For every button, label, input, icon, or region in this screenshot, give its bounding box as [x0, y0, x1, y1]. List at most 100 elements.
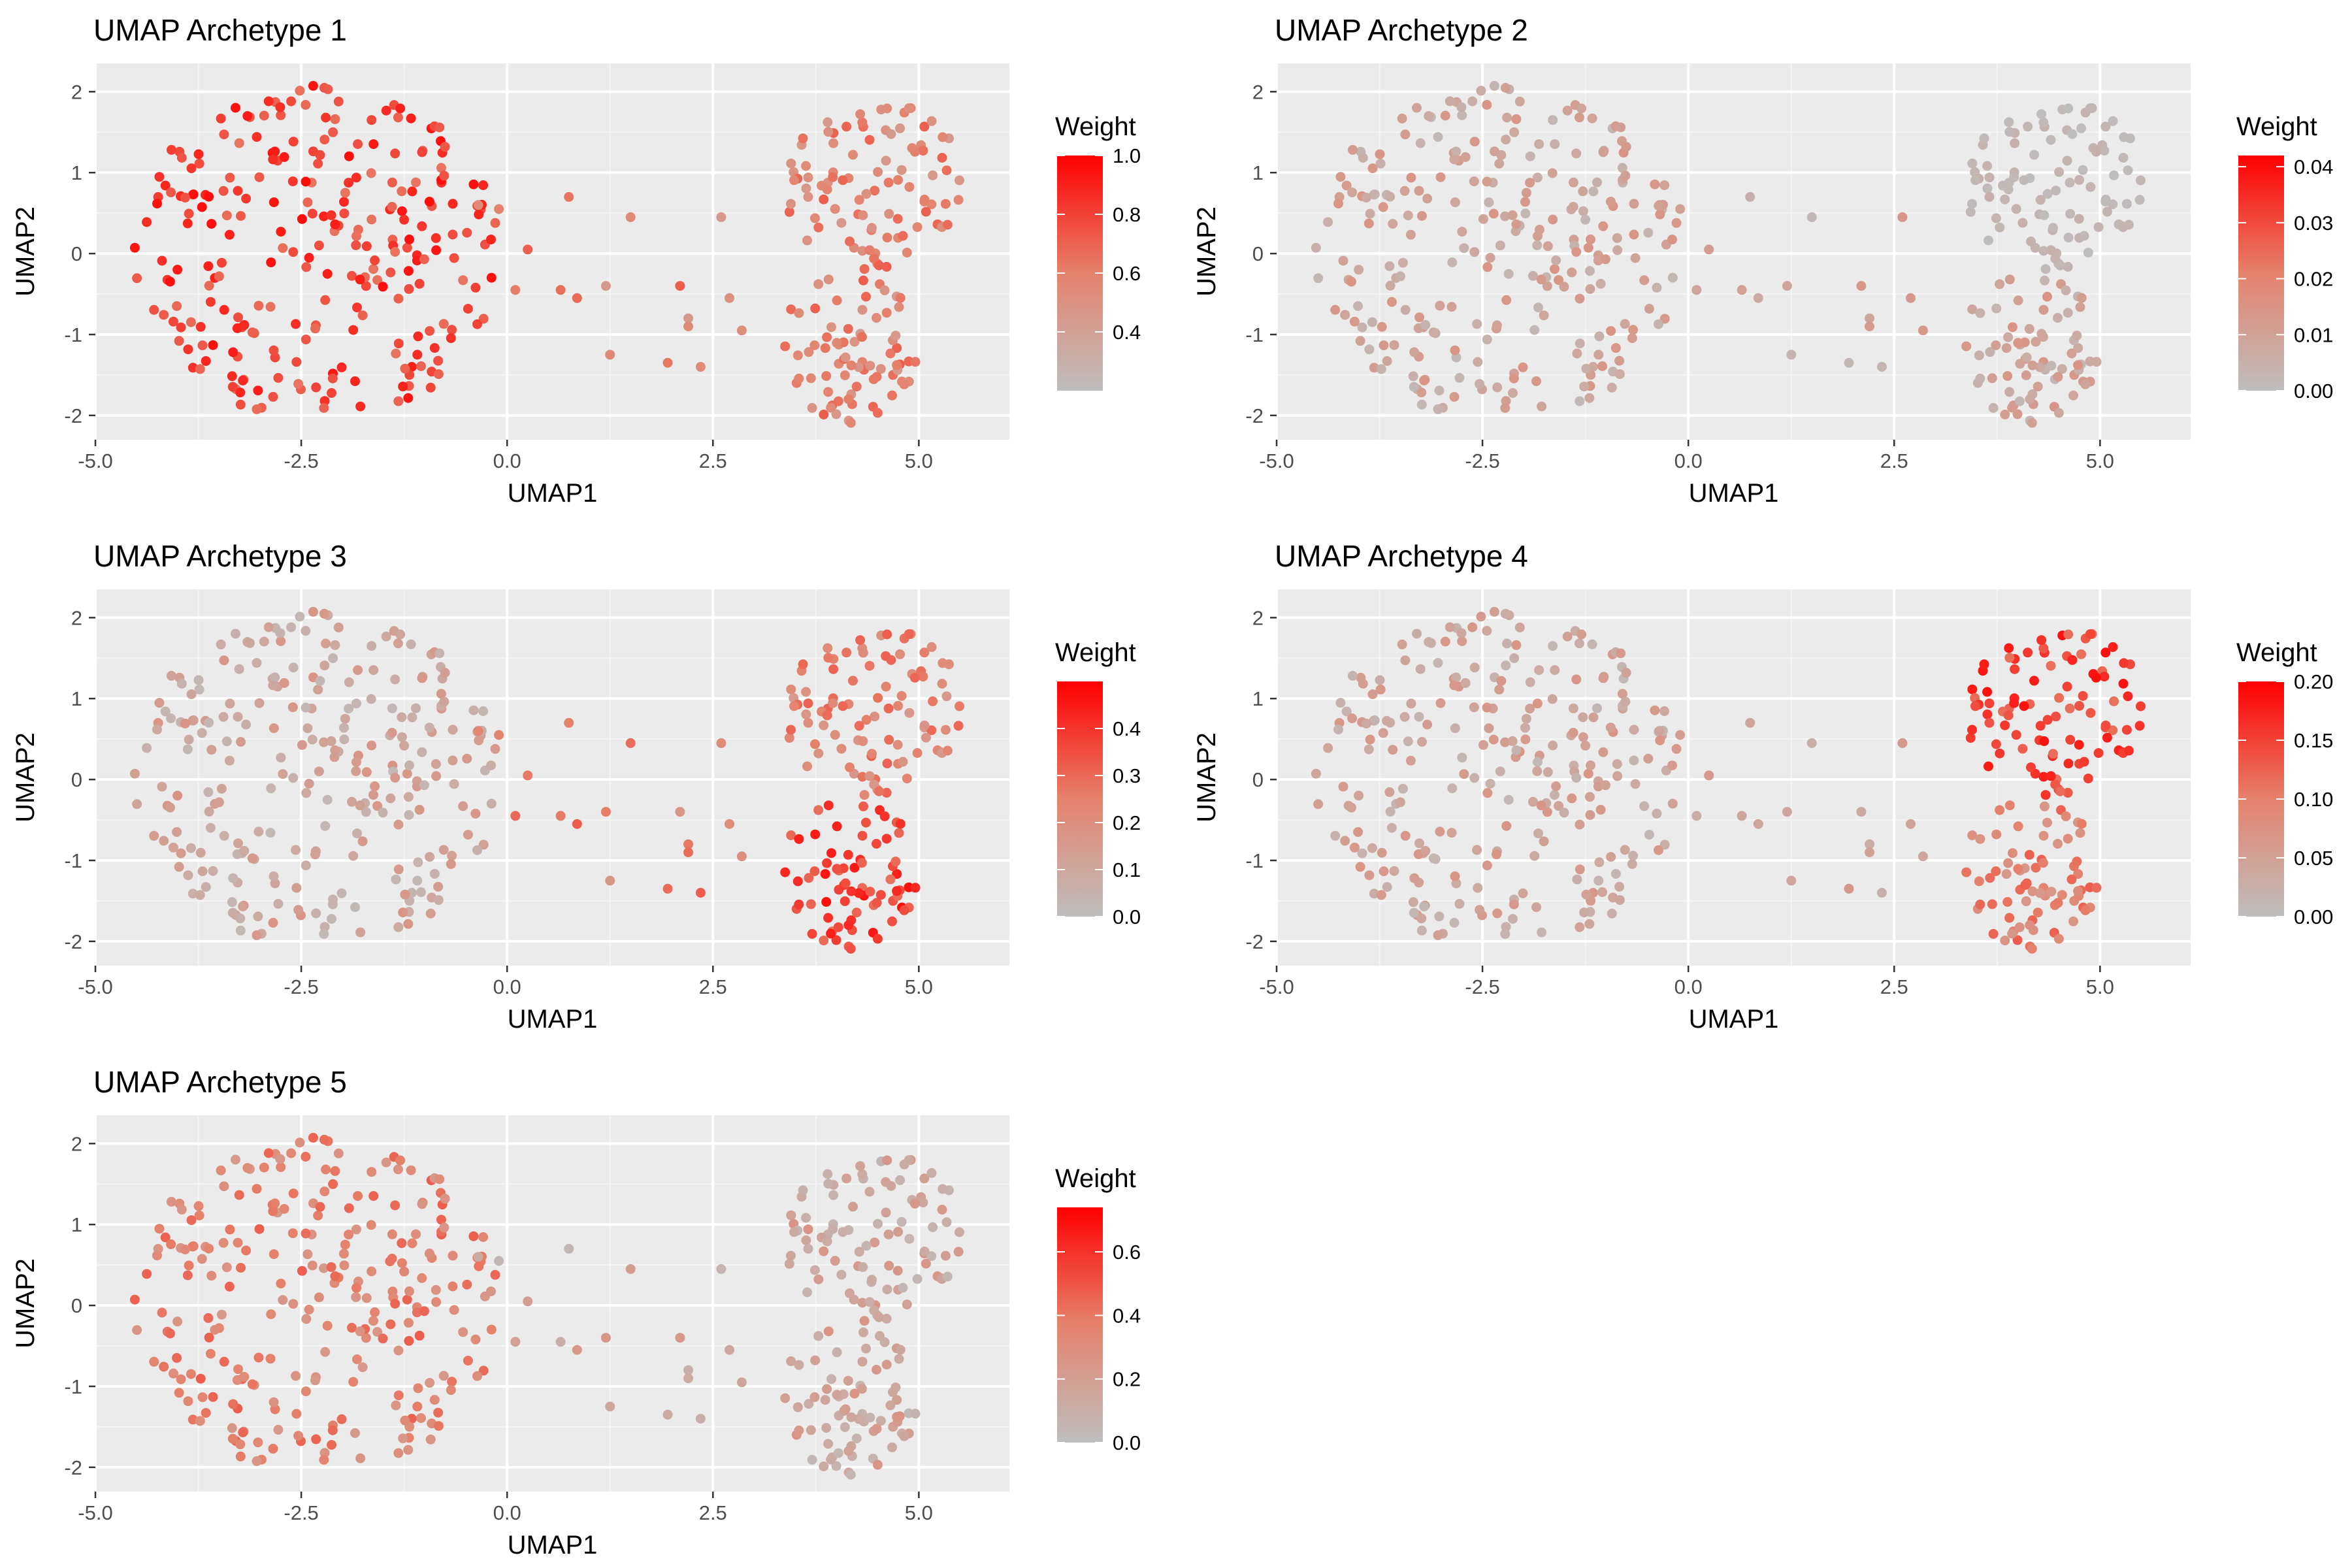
data-point: [1473, 883, 1483, 893]
data-point: [823, 274, 834, 285]
data-point: [822, 184, 832, 195]
data-point: [327, 914, 336, 924]
data-point: [823, 1169, 833, 1179]
data-point: [864, 771, 875, 781]
data-point: [1341, 706, 1352, 717]
data-point: [474, 1261, 484, 1271]
data-point: [291, 357, 302, 367]
data-point: [833, 396, 843, 406]
data-point: [174, 336, 184, 346]
data-point: [555, 285, 566, 295]
legend-title: Weight: [1055, 1164, 1136, 1193]
data-point: [433, 369, 444, 380]
data-point: [792, 350, 803, 361]
data-point: [861, 1343, 871, 1354]
data-point: [898, 757, 908, 767]
data-point: [174, 862, 184, 872]
data-point: [1967, 304, 1978, 314]
data-point: [340, 188, 350, 198]
data-point: [188, 1241, 199, 1251]
y-tick-label: -2: [64, 930, 82, 953]
data-point: [806, 899, 816, 909]
data-point: [404, 235, 414, 244]
data-point: [1445, 96, 1455, 106]
data-point: [344, 1203, 354, 1213]
data-point: [378, 1333, 388, 1344]
data-point: [1652, 808, 1662, 819]
data-point: [858, 1327, 868, 1337]
data-point: [1489, 80, 1499, 91]
data-point: [279, 678, 289, 688]
data-point: [1482, 860, 1492, 871]
data-point: [904, 1233, 915, 1244]
data-point: [1375, 149, 1385, 159]
data-point: [142, 743, 152, 753]
data-point: [695, 1414, 706, 1424]
data-point: [2012, 409, 2023, 419]
x-tick-label: 2.5: [1880, 975, 1908, 998]
data-point: [2057, 890, 2067, 900]
data-point: [160, 706, 171, 717]
data-point: [2063, 103, 2074, 114]
data-point: [1995, 805, 2005, 815]
data-point: [1364, 218, 1374, 229]
data-point: [2031, 336, 2041, 347]
data-point: [809, 1392, 820, 1402]
data-point: [802, 1287, 812, 1298]
data-point: [184, 1260, 194, 1271]
data-point: [794, 373, 804, 384]
data-point: [351, 231, 361, 241]
data-point: [890, 1382, 901, 1393]
data-point: [159, 310, 169, 320]
data-point: [926, 1168, 937, 1178]
data-point: [892, 1395, 902, 1405]
data-point: [1435, 301, 1445, 311]
data-point: [176, 322, 186, 333]
data-point: [843, 394, 854, 404]
data-point: [291, 1409, 302, 1419]
data-point: [2038, 246, 2049, 256]
data-point: [193, 675, 204, 685]
data-point: [1844, 357, 1854, 368]
data-point: [1621, 142, 1631, 152]
data-point: [351, 1282, 361, 1293]
data-point: [813, 222, 824, 233]
data-point: [1967, 199, 1977, 209]
data-point: [344, 178, 354, 188]
data-point: [473, 726, 483, 736]
data-point: [941, 165, 952, 176]
data-point: [2100, 195, 2111, 204]
data-point: [1399, 186, 1410, 196]
data-point: [263, 622, 274, 632]
data-point: [625, 1264, 636, 1274]
data-point: [1654, 200, 1665, 210]
data-point: [885, 874, 896, 885]
data-point: [425, 1434, 436, 1445]
data-point: [892, 214, 903, 224]
data-point: [886, 655, 896, 665]
data-point: [1454, 372, 1465, 383]
data-point: [1548, 641, 1558, 651]
data-point: [895, 819, 906, 829]
data-point: [368, 139, 379, 150]
legend-tick-label: 0.00: [2294, 380, 2333, 402]
data-point: [1547, 168, 1558, 178]
data-point: [204, 1332, 214, 1343]
data-point: [1970, 175, 1980, 186]
data-point: [919, 122, 930, 132]
x-axis-title: UMAP1: [508, 479, 598, 508]
data-point: [2100, 122, 2111, 132]
data-point: [896, 691, 907, 701]
x-tick-label: 5.0: [905, 975, 933, 998]
data-point: [1459, 769, 1469, 779]
y-axis-title: UMAP2: [1192, 732, 1221, 823]
data-point: [926, 725, 937, 736]
data-point: [1675, 204, 1686, 214]
data-point: [1572, 874, 1582, 885]
data-point: [909, 672, 920, 683]
data-point: [478, 180, 489, 190]
data-point: [716, 738, 727, 748]
data-point: [247, 853, 257, 864]
data-point: [473, 200, 483, 210]
data-point: [424, 1249, 434, 1259]
